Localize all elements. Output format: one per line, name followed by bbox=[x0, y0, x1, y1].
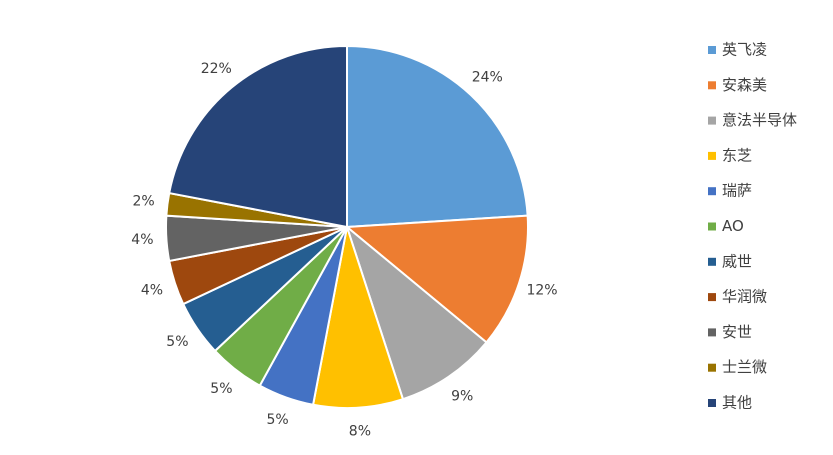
slice-label: 4% bbox=[141, 282, 163, 298]
legend-item: 瑞萨 bbox=[708, 182, 752, 200]
legend-item: 其他 bbox=[708, 394, 752, 412]
legend-item: 东芝 bbox=[708, 146, 752, 164]
legend-label: 安森美 bbox=[722, 76, 767, 94]
slice-label: 8% bbox=[349, 424, 371, 440]
legend-item: 士兰微 bbox=[708, 358, 767, 376]
slice-label: 5% bbox=[266, 412, 288, 428]
legend-swatch bbox=[708, 328, 716, 337]
legend-label: 威世 bbox=[722, 252, 752, 270]
legend-swatch bbox=[708, 81, 716, 90]
legend-item: AO bbox=[708, 217, 744, 235]
pie-slice-0 bbox=[346, 44, 529, 229]
legend-label: AO bbox=[722, 217, 744, 235]
legend-swatch bbox=[708, 222, 716, 231]
legend-label: 意法半导体 bbox=[722, 111, 797, 129]
legend-swatch bbox=[708, 46, 716, 54]
legend-swatch bbox=[708, 151, 716, 160]
legend-swatch bbox=[708, 363, 716, 372]
legend-item: 英飞凌 bbox=[708, 41, 767, 59]
slice-label: 5% bbox=[210, 381, 232, 397]
slice-label: 24% bbox=[472, 70, 503, 86]
legend-label: 瑞萨 bbox=[722, 182, 752, 200]
legend-item: 威世 bbox=[708, 252, 752, 270]
slice-label: 2% bbox=[132, 193, 154, 209]
legend-label: 安世 bbox=[722, 323, 752, 341]
slice-label: 12% bbox=[526, 282, 557, 298]
legend-item: 安森美 bbox=[708, 76, 767, 94]
legend-label: 士兰微 bbox=[722, 358, 767, 376]
pie-slice-3 bbox=[311, 226, 405, 409]
legend-swatch bbox=[708, 116, 716, 125]
legend-item: 华润微 bbox=[708, 288, 767, 306]
percentage-labels: 24% 12% 9% 8% 5% 5% 5% 4% 4% 2% 22% bbox=[131, 61, 557, 440]
legend-swatch bbox=[708, 257, 716, 266]
legend-swatch bbox=[708, 399, 716, 407]
legend-label: 东芝 bbox=[722, 146, 752, 164]
legend-item: 安世 bbox=[708, 323, 752, 341]
legend-swatch bbox=[708, 293, 716, 302]
slice-label: 5% bbox=[166, 334, 188, 350]
pie-slice-1 bbox=[344, 214, 529, 344]
legend-label: 其他 bbox=[722, 394, 752, 412]
legend-swatch bbox=[708, 187, 716, 196]
slice-label: 9% bbox=[451, 389, 473, 405]
slice-label: 4% bbox=[131, 232, 153, 248]
legend-item: 意法半导体 bbox=[708, 111, 797, 129]
pie-slice-10 bbox=[168, 44, 348, 229]
pie-slice-2 bbox=[344, 224, 488, 401]
legend-label: 华润微 bbox=[722, 288, 767, 306]
pie-slices bbox=[165, 44, 529, 409]
legend-label: 英飞凌 bbox=[722, 41, 767, 59]
slice-label: 22% bbox=[201, 61, 232, 77]
